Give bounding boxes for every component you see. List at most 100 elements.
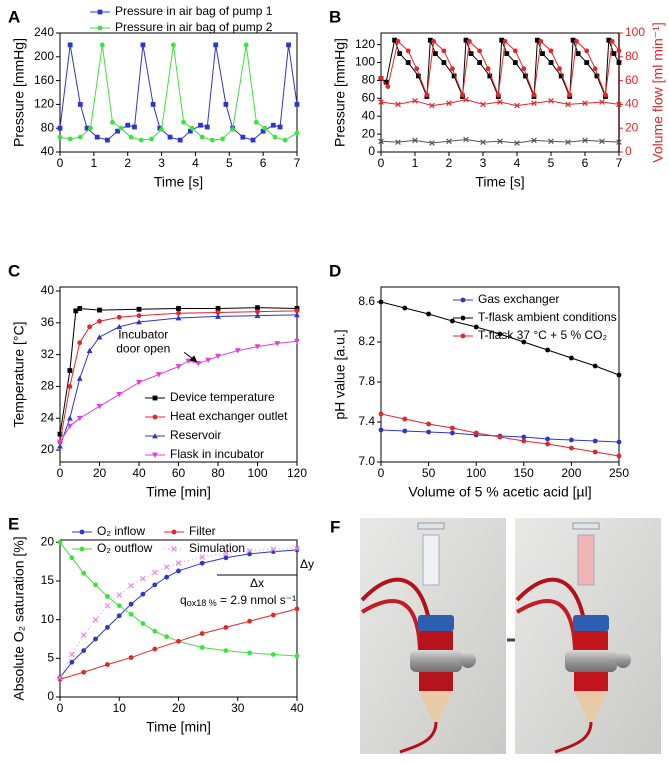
marker bbox=[272, 134, 278, 140]
x-tick-label: 6 bbox=[582, 156, 589, 170]
marker bbox=[378, 75, 384, 81]
marker bbox=[105, 662, 110, 667]
marker bbox=[97, 318, 102, 324]
marker bbox=[429, 140, 435, 146]
y-tick-label: 40 bbox=[41, 283, 55, 297]
marker bbox=[220, 136, 225, 142]
x-tick-label: 200 bbox=[561, 466, 581, 480]
marker bbox=[450, 425, 455, 431]
marker bbox=[463, 136, 469, 143]
marker bbox=[450, 430, 455, 436]
marker bbox=[104, 602, 111, 609]
marker bbox=[128, 134, 134, 140]
marker bbox=[116, 592, 123, 598]
marker bbox=[230, 126, 236, 132]
marker bbox=[477, 48, 482, 54]
delta-y-label: Δy bbox=[300, 557, 314, 571]
marker bbox=[545, 436, 550, 442]
marker bbox=[105, 624, 110, 630]
marker bbox=[592, 66, 598, 72]
x-tick-label: 7 bbox=[294, 156, 301, 170]
marker bbox=[163, 564, 170, 570]
marker bbox=[250, 137, 256, 143]
marker bbox=[195, 360, 202, 367]
marker bbox=[616, 101, 622, 108]
marker bbox=[247, 618, 253, 624]
marker bbox=[427, 37, 433, 43]
marker bbox=[565, 101, 571, 108]
marker bbox=[175, 315, 182, 321]
y-tick-label: 8.6 bbox=[358, 294, 375, 308]
marker bbox=[487, 73, 493, 79]
marker bbox=[512, 60, 518, 65]
marker bbox=[558, 73, 564, 79]
marker bbox=[514, 102, 520, 109]
marker bbox=[594, 73, 600, 79]
marker bbox=[378, 299, 384, 305]
marker bbox=[274, 341, 281, 347]
marker bbox=[152, 452, 158, 458]
marker bbox=[441, 60, 447, 65]
x-tick-label: 6 bbox=[260, 156, 267, 170]
marker bbox=[181, 119, 186, 125]
marker bbox=[77, 102, 83, 107]
marker bbox=[136, 313, 142, 319]
marker bbox=[270, 652, 276, 657]
y-tick-label: 32 bbox=[41, 347, 55, 361]
marker bbox=[431, 38, 437, 44]
marker bbox=[282, 137, 288, 143]
marker bbox=[76, 375, 83, 381]
panel-label: C bbox=[8, 261, 20, 280]
y-tick-label: 20 bbox=[41, 534, 55, 548]
marker bbox=[199, 134, 205, 140]
plot-frame bbox=[59, 539, 298, 698]
marker bbox=[199, 560, 205, 566]
marker bbox=[548, 98, 554, 104]
marker bbox=[497, 99, 503, 105]
marker bbox=[67, 368, 73, 373]
marker bbox=[616, 372, 622, 378]
marker bbox=[81, 570, 87, 576]
marker bbox=[616, 453, 622, 459]
marker bbox=[426, 311, 431, 317]
rate-text: = 2.9 nmol s⁻¹ bbox=[217, 593, 296, 607]
marker bbox=[395, 38, 401, 44]
marker bbox=[199, 645, 205, 650]
marker bbox=[138, 137, 144, 143]
marker bbox=[545, 441, 550, 447]
marker bbox=[199, 631, 205, 636]
series-line bbox=[59, 307, 298, 435]
marker bbox=[521, 66, 527, 72]
y2-tick-label: 20 bbox=[625, 120, 639, 134]
marker bbox=[215, 310, 221, 315]
x-tick-label: 250 bbox=[609, 466, 629, 480]
marker bbox=[215, 353, 221, 360]
x-tick-label: 40 bbox=[290, 701, 304, 715]
marker bbox=[150, 102, 156, 107]
marker bbox=[223, 555, 229, 561]
x-tick-label: 120 bbox=[287, 466, 307, 480]
y-tick-label: 10 bbox=[41, 612, 55, 626]
marker bbox=[548, 48, 554, 54]
legend-label: Reservoir bbox=[170, 428, 221, 442]
marker bbox=[531, 100, 537, 107]
marker bbox=[77, 134, 83, 140]
marker bbox=[67, 42, 73, 48]
marker bbox=[270, 546, 277, 553]
marker bbox=[97, 9, 103, 15]
marker bbox=[441, 48, 447, 54]
marker bbox=[152, 628, 158, 634]
marker bbox=[57, 431, 63, 437]
annotation: door open bbox=[116, 342, 170, 356]
marker bbox=[392, 37, 397, 43]
marker bbox=[450, 66, 455, 72]
y-tick-label: 8.2 bbox=[358, 334, 375, 348]
marker bbox=[497, 331, 503, 337]
series-line bbox=[59, 44, 298, 141]
marker bbox=[378, 138, 384, 145]
marker bbox=[262, 125, 268, 131]
marker bbox=[523, 73, 528, 79]
marker bbox=[128, 655, 134, 660]
marker bbox=[260, 128, 266, 134]
legend-label: Filter bbox=[189, 524, 216, 538]
